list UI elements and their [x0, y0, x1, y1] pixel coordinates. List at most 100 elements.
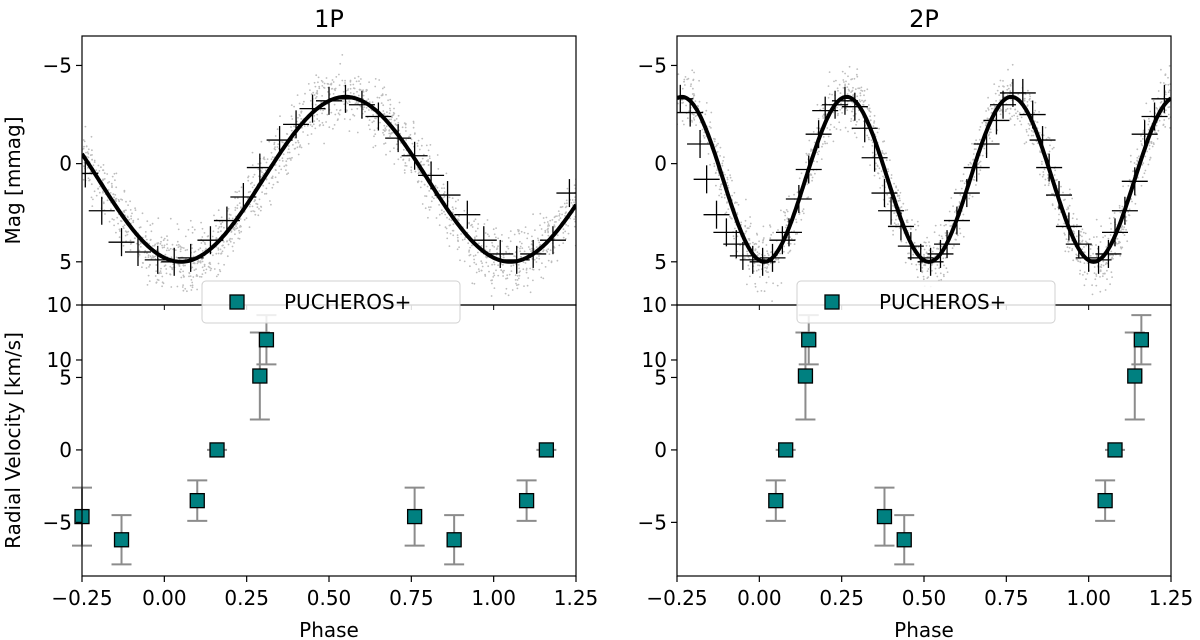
photometry-point	[491, 263, 493, 266]
photometry-point	[456, 236, 459, 239]
photometry-point	[404, 123, 407, 126]
photometry-point	[343, 103, 346, 106]
photometry-point	[364, 110, 366, 113]
photometry-point	[496, 247, 499, 250]
photometry-point	[822, 143, 824, 145]
photometry-point	[222, 244, 224, 247]
photometry-point	[979, 169, 982, 172]
photometry-point	[92, 198, 94, 201]
photometry-point	[694, 100, 697, 102]
photometry-point	[234, 206, 237, 209]
photometry-point	[477, 223, 480, 225]
photometry-point	[144, 256, 147, 259]
photometry-point	[169, 247, 172, 250]
photometry-point	[446, 237, 449, 240]
photometry-point	[221, 221, 224, 224]
photometry-point	[298, 113, 301, 116]
photometry-point	[201, 236, 204, 238]
photometry-point	[393, 147, 395, 150]
photometry-point	[814, 172, 816, 175]
photometry-point	[786, 210, 789, 213]
photometry-point	[379, 121, 381, 124]
photometry-point	[291, 156, 293, 159]
photometry-point	[113, 218, 115, 221]
photometry-point	[882, 175, 884, 178]
photometry-point	[943, 264, 945, 267]
photometry-point	[538, 268, 541, 271]
photometry-point	[692, 93, 695, 95]
photometry-point	[547, 223, 550, 226]
photometry-point	[257, 168, 260, 171]
photometry-point	[382, 129, 385, 131]
photometry-point	[979, 138, 981, 141]
photometry-point	[497, 264, 499, 267]
photometry-point	[955, 238, 957, 241]
photometry-point	[727, 186, 730, 189]
photometry-point	[1063, 199, 1065, 202]
photometry-point	[474, 254, 477, 257]
photometry-point	[97, 188, 99, 190]
photometry-point	[150, 257, 153, 259]
binned-point	[539, 226, 566, 255]
photometry-point	[443, 210, 445, 213]
photometry-point	[191, 247, 194, 250]
photometry-point	[316, 91, 319, 93]
photometry-point	[227, 243, 230, 246]
model-curve	[82, 94, 576, 264]
y-tick-label-mag: −5	[638, 53, 667, 77]
photometry-point	[429, 144, 432, 146]
photometry-point	[485, 256, 487, 258]
x-tick-label: 1.00	[1066, 586, 1111, 610]
photometry-point	[967, 163, 970, 166]
photometry-point	[291, 118, 294, 120]
photometry-point	[120, 198, 122, 201]
photometry-point	[290, 129, 293, 132]
photometry-point	[956, 234, 959, 237]
photometry-point	[1053, 195, 1056, 198]
photometry-point	[866, 134, 869, 137]
photometry-point	[163, 237, 166, 240]
x-tick-label: 0.00	[142, 586, 187, 610]
photometry-point	[458, 215, 460, 218]
photometry-point	[505, 250, 507, 253]
photometry-point	[124, 234, 127, 237]
photometry-point	[341, 54, 344, 56]
photometry-point	[863, 94, 865, 97]
panel-2p: −0.25 0.00 0.25 0.50 0.75 1.00 1.25−50510−5051…	[638, 5, 1194, 640]
photometry-point	[501, 240, 503, 243]
photometry-point	[285, 160, 288, 163]
photometry-point	[1062, 191, 1064, 194]
photometry-scatter-2p	[677, 63, 1171, 302]
binned-point	[739, 245, 766, 274]
binned-point	[1121, 167, 1148, 196]
photometry-point	[550, 260, 553, 263]
photometry-point	[562, 232, 565, 234]
photometry-point	[1145, 102, 1148, 105]
rv-point	[1131, 314, 1152, 366]
photometry-point	[286, 173, 288, 176]
photometry-point	[557, 210, 560, 213]
photometry-point	[516, 284, 518, 287]
photometry-point	[703, 131, 706, 134]
binned-point	[230, 183, 257, 212]
photometry-point	[373, 129, 376, 132]
photometry-point	[144, 249, 147, 252]
photometry-point	[322, 124, 325, 127]
photometry-point	[1025, 128, 1028, 131]
photometry-point	[769, 224, 771, 227]
photometry-point	[95, 169, 98, 172]
photometry-point	[519, 245, 522, 248]
photometry-point	[89, 154, 92, 157]
photometry-point	[694, 115, 697, 118]
photometry-point	[1093, 266, 1096, 268]
photometry-point	[362, 94, 365, 97]
binned-point	[677, 84, 694, 113]
photometry-point	[438, 190, 441, 192]
photometry-point	[106, 173, 109, 175]
photometry-point	[564, 238, 567, 240]
photometry-point	[300, 118, 303, 120]
photometry-point	[806, 154, 809, 157]
photometry-point	[1027, 89, 1029, 92]
photometry-point	[683, 78, 686, 81]
photometry-point	[777, 261, 780, 264]
